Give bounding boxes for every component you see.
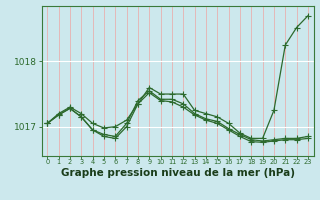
X-axis label: Graphe pression niveau de la mer (hPa): Graphe pression niveau de la mer (hPa) <box>60 168 295 178</box>
